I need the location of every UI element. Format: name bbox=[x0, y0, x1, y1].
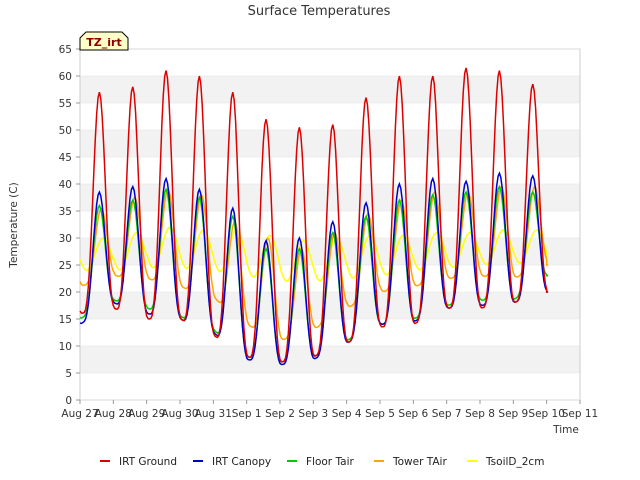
chart-title: Surface Temperatures bbox=[248, 4, 391, 19]
legend-item: Tower TAir bbox=[374, 456, 447, 468]
y-tick-label: 5 bbox=[65, 368, 72, 380]
series-line-irt-ground bbox=[79, 67, 549, 363]
series-lines bbox=[79, 67, 549, 366]
x-tick-label: Aug 31 bbox=[195, 408, 232, 420]
x-tick-label: Aug 27 bbox=[61, 408, 98, 420]
legend-label: Floor Tair bbox=[306, 456, 354, 468]
y-tick-label: 40 bbox=[59, 179, 72, 191]
x-tick-label: Sep 4 bbox=[332, 408, 362, 420]
x-tick-label: Sep 11 bbox=[562, 408, 599, 420]
x-tick-label: Sep 5 bbox=[365, 408, 395, 420]
legend-item: TsoilD_2cm bbox=[467, 456, 544, 468]
series-line-floor-tair bbox=[79, 184, 549, 363]
x-tick-label: Aug 29 bbox=[128, 408, 165, 420]
grid-band bbox=[80, 292, 580, 319]
x-tick-label: Aug 30 bbox=[161, 408, 198, 420]
x-axis-label: Time bbox=[552, 424, 579, 436]
legend-item: IRT Ground bbox=[100, 456, 177, 468]
series-line-irt-canopy bbox=[79, 171, 549, 366]
x-tick-label: Sep 7 bbox=[432, 408, 462, 420]
y-tick-label: 50 bbox=[59, 125, 72, 137]
legend-label: TsoilD_2cm bbox=[485, 456, 544, 468]
legend-label: Tower TAir bbox=[392, 456, 447, 468]
grid-band bbox=[80, 76, 580, 103]
y-tick-label: 55 bbox=[59, 98, 72, 110]
y-tick-label: 20 bbox=[59, 287, 72, 299]
x-tick-label: Sep 10 bbox=[528, 408, 565, 420]
grid-band bbox=[80, 346, 580, 373]
y-tick-label: 60 bbox=[59, 71, 72, 83]
x-tick-label: Sep 6 bbox=[398, 408, 428, 420]
x-tick-label: Sep 2 bbox=[265, 408, 295, 420]
legend: IRT Ground IRT Canopy Floor Tair Tower TAir… bbox=[100, 456, 544, 468]
y-tick-label: 45 bbox=[59, 152, 72, 164]
legend-label: IRT Canopy bbox=[212, 456, 271, 468]
y-tick-label: 15 bbox=[59, 314, 72, 326]
y-tick-label: 0 bbox=[65, 395, 72, 407]
legend-item: IRT Canopy bbox=[193, 456, 271, 468]
station-badge: TZ_irt bbox=[79, 31, 129, 51]
x-tick-label: Sep 8 bbox=[465, 408, 495, 420]
x-tick-label: Sep 1 bbox=[232, 408, 262, 420]
badge-label: TZ_irt bbox=[86, 36, 121, 49]
y-tick-label: 30 bbox=[59, 233, 72, 245]
x-tick-label: Sep 3 bbox=[298, 408, 328, 420]
y-tick-label: 65 bbox=[59, 44, 72, 56]
legend-item: Floor Tair bbox=[287, 456, 354, 468]
y-tick-label: 35 bbox=[59, 206, 72, 218]
y-tick-label: 25 bbox=[59, 260, 72, 272]
badge-shape bbox=[79, 31, 129, 51]
y-axis-label: Temperature (C) bbox=[8, 182, 20, 268]
y-tick-label: 10 bbox=[59, 341, 72, 353]
x-tick-label: Aug 28 bbox=[95, 408, 132, 420]
x-tick-label: Sep 9 bbox=[498, 408, 528, 420]
legend-label: IRT Ground bbox=[119, 456, 177, 468]
